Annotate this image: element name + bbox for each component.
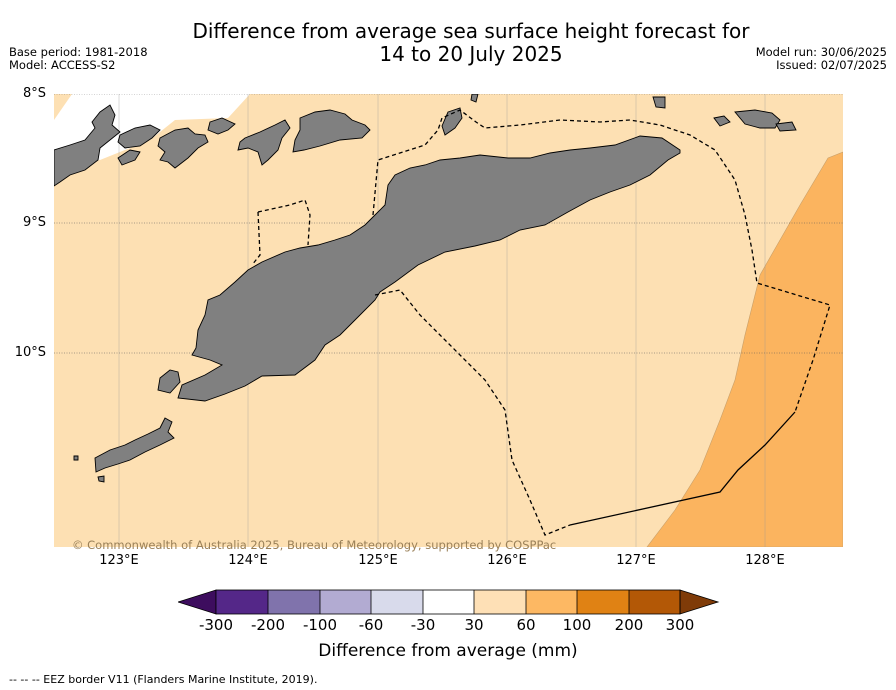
wetar-island	[292, 109, 371, 153]
colorbar-tick-100: 100	[562, 616, 592, 634]
chart-title: Difference from average sea surface heig…	[192, 19, 750, 66]
pantar-island	[207, 117, 236, 135]
colorbar-tick-neg60: -60	[358, 616, 384, 634]
colorbar-tick-neg30: -30	[410, 616, 436, 634]
colorbar-bin-4	[371, 590, 423, 614]
lat-label-8s: 8°S	[22, 86, 46, 101]
ndana-island	[97, 475, 105, 483]
colorbar-bin-9	[629, 590, 680, 614]
semau-island	[157, 369, 181, 394]
rote-island	[94, 417, 175, 473]
model-text: Model: ACCESS-S2	[9, 58, 116, 72]
colorbar-bin-1	[216, 590, 268, 614]
flores-east	[54, 104, 121, 187]
ocean-30-60-wedge	[54, 94, 72, 120]
lon-label-127e: 127°E	[616, 553, 656, 568]
colorbar-tick-neg300: -300	[198, 616, 234, 634]
colorbar-tick-200: 200	[614, 616, 644, 634]
colorbar-extend-low	[178, 589, 217, 615]
colorbar-bin-7	[526, 590, 577, 614]
solor-island	[117, 149, 141, 166]
higher-anomaly-region	[646, 151, 843, 547]
colorbar-bin-2	[268, 590, 320, 614]
adonara-island	[117, 124, 161, 149]
graticule	[54, 94, 843, 354]
colorbar-tick-neg200: -200	[250, 616, 286, 634]
copyright-text: © Commonwealth of Australia 2025, Bureau…	[72, 538, 557, 552]
colorbar-extend-high	[679, 589, 720, 615]
lon-label-125e: 125°E	[358, 553, 398, 568]
ndao-island	[73, 455, 79, 461]
lon-label-128e: 128°E	[745, 553, 785, 568]
lon-label-124e: 124°E	[228, 553, 268, 568]
lomblen-island	[157, 127, 209, 169]
meta-left: Base period: 1981-2018 Model: ACCESS-S2	[9, 46, 148, 72]
kisar-island	[652, 96, 666, 109]
colorbar-bin-5	[423, 590, 474, 614]
eez-border-solid	[569, 411, 796, 526]
colorbar	[178, 589, 720, 615]
model-run-text: Model run: 30/06/2025	[755, 45, 887, 59]
colorbar-bin-3	[320, 590, 371, 614]
sea-level-map	[54, 94, 843, 547]
alor-island	[237, 119, 291, 166]
colorbar-label: Difference from average (mm)	[318, 641, 578, 661]
lon-label-123e: 123°E	[99, 553, 139, 568]
meta-right: Model run: 30/06/2025 Issued: 02/07/2025	[756, 46, 887, 72]
issued-text: Issued: 02/07/2025	[776, 58, 887, 72]
base-period-text: Base period: 1981-2018	[9, 45, 148, 59]
small-island-2	[470, 94, 479, 103]
colorbar-bin-8	[577, 590, 629, 614]
colorbar-bin-6	[474, 590, 526, 614]
timor-island	[177, 135, 681, 402]
colorbar-tick-30: 30	[464, 616, 484, 634]
small-island-1	[713, 115, 731, 127]
lat-label-10s: 10°S	[14, 345, 46, 360]
land	[54, 94, 797, 483]
colorbar-tick-300: 300	[665, 616, 695, 634]
colorbar-outline	[215, 589, 681, 615]
eez-border	[251, 109, 831, 536]
atauro-island	[441, 107, 463, 136]
lat-label-9s: 9°S	[22, 215, 46, 230]
colorbar-tick-60: 60	[516, 616, 536, 634]
leti-island	[775, 121, 797, 132]
colorbar-tick-neg100: -100	[302, 616, 338, 634]
eez-legend: -- -- -- EEZ border V11 (Flanders Marine…	[9, 673, 318, 686]
lon-label-126e: 126°E	[487, 553, 527, 568]
